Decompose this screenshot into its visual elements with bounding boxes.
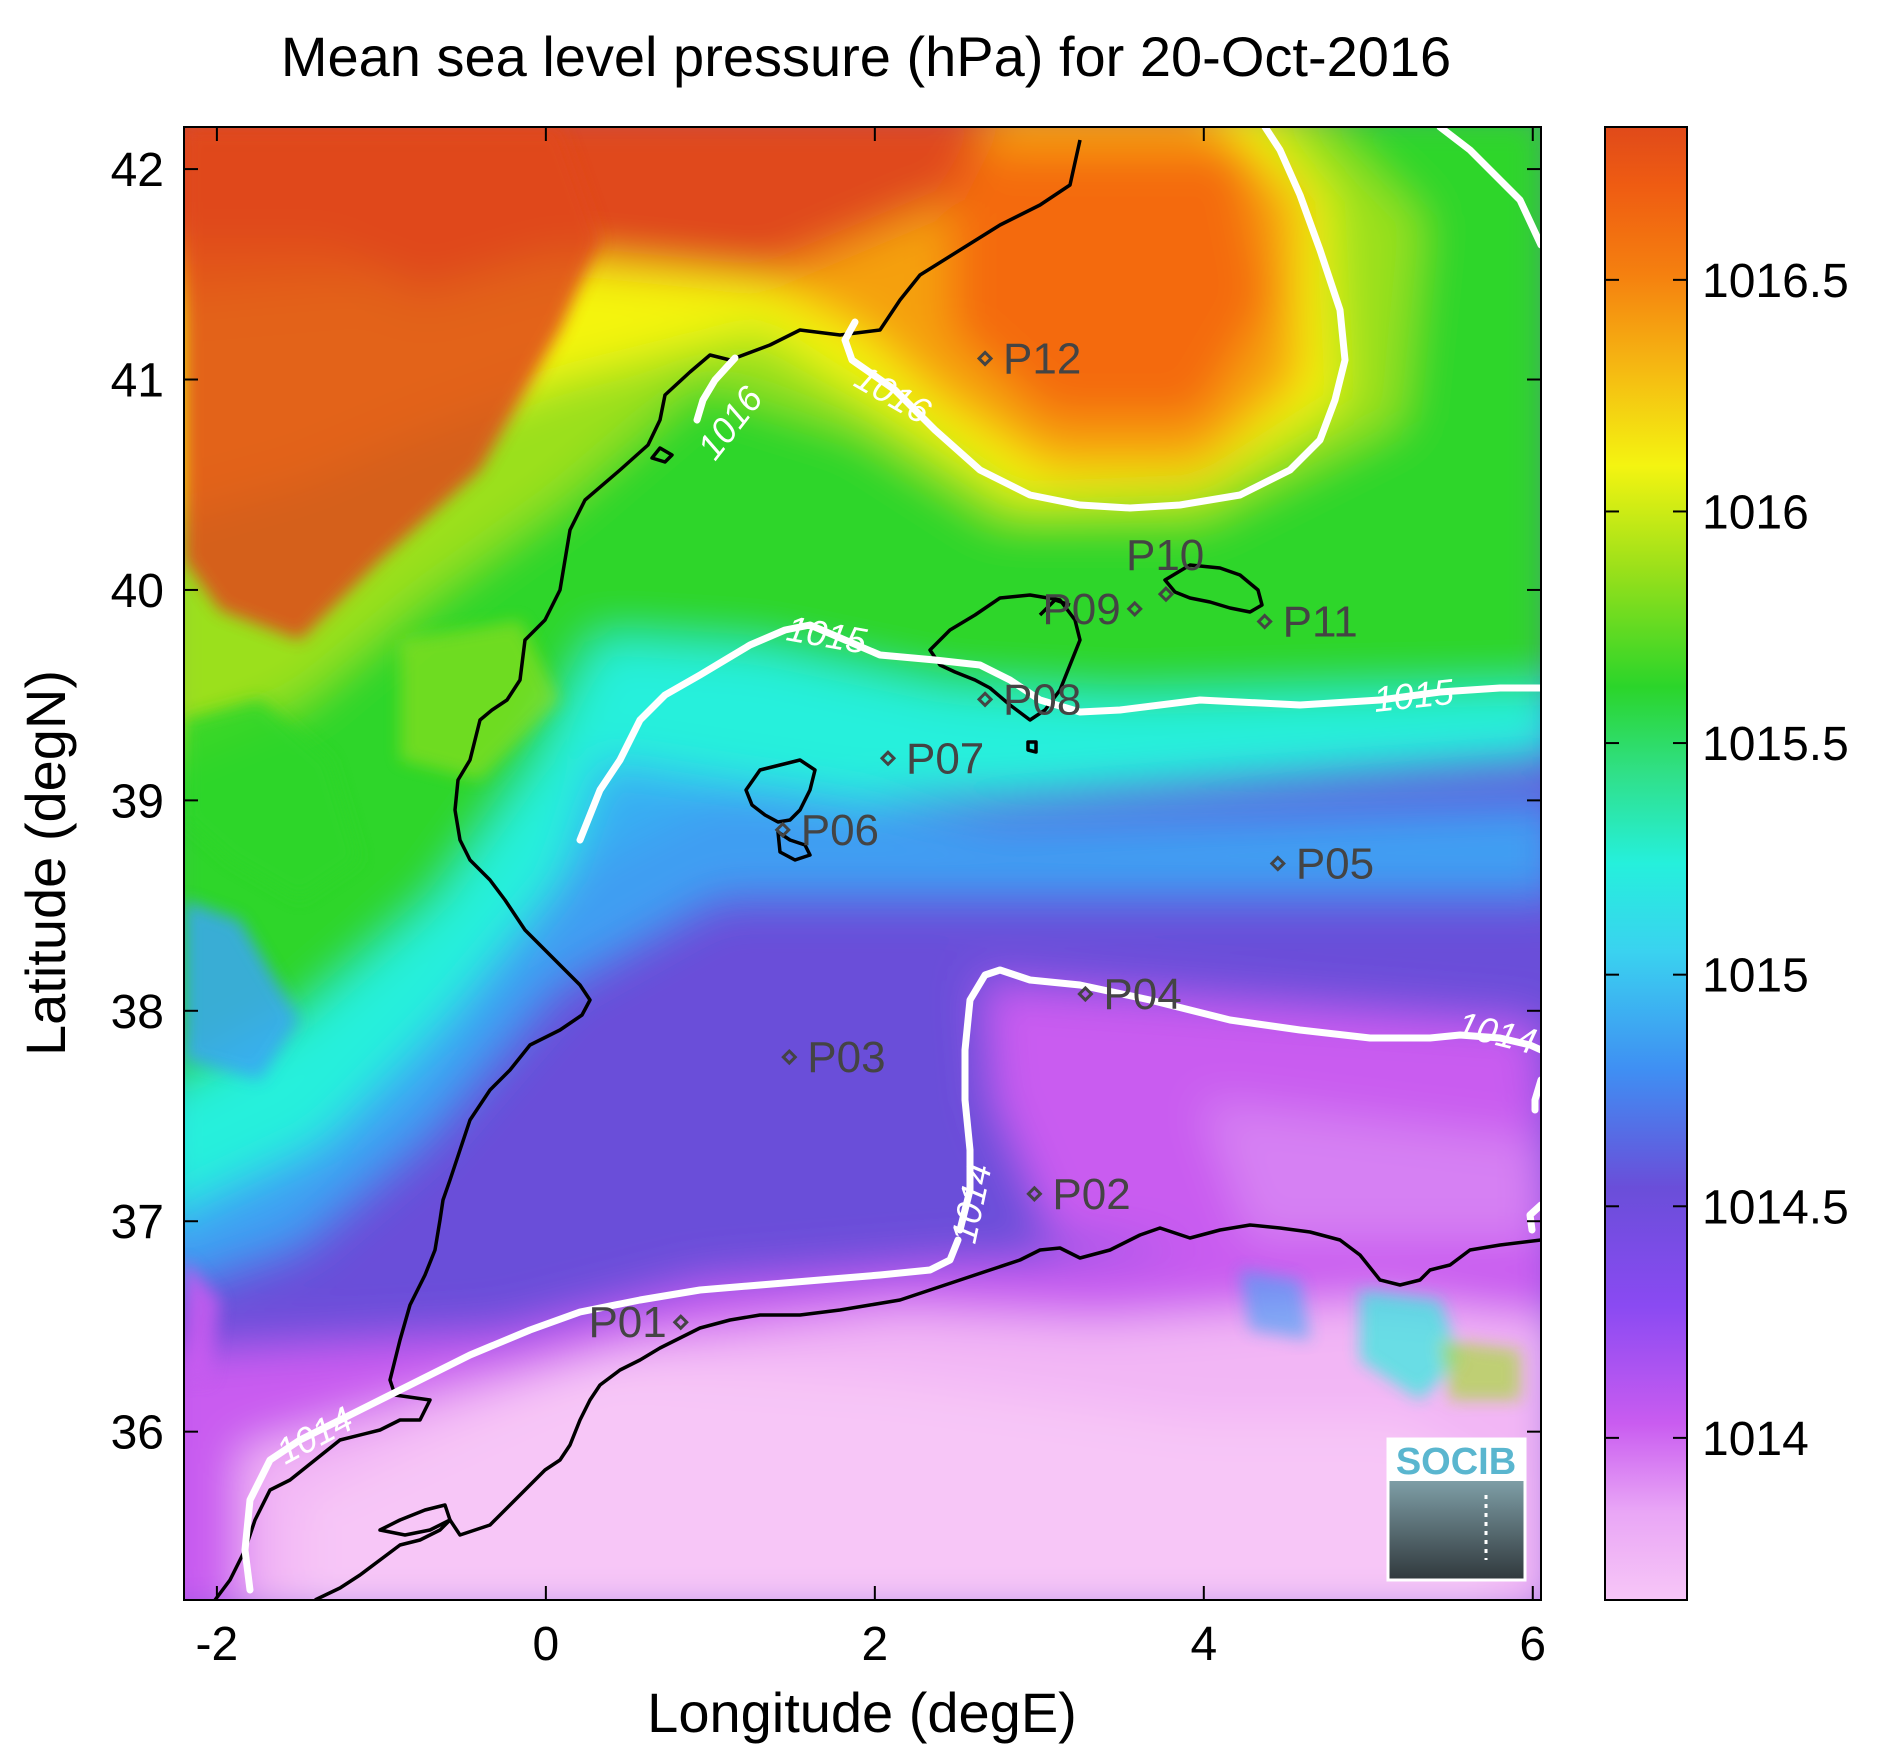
station-marker — [879, 750, 897, 767]
x-tick-label: 4 — [1190, 1618, 1217, 1671]
x-tick-label: 0 — [533, 1618, 560, 1671]
x-tick-label: 2 — [861, 1618, 888, 1671]
colorbar-ticks: 1014 1014.5 1015 1015.5 1016 1016.5 — [1605, 255, 1849, 1466]
y-tick-label: 37 — [111, 1196, 164, 1249]
station-marker — [1026, 1185, 1043, 1202]
colorbar — [1604, 126, 1688, 1601]
colorbar-tick-label: 1016.5 — [1702, 255, 1849, 308]
station-marker — [774, 821, 791, 838]
station-label: P10 — [1126, 531, 1204, 580]
chart-title: Mean sea level pressure (hPa) for 20-Oct… — [281, 25, 1451, 88]
plot-frame — [183, 126, 1542, 1601]
colorbar-tick-label: 1014 — [1702, 1413, 1809, 1466]
contour-1014-south — [241, 1236, 962, 1594]
colorbar-tick-label: 1015.5 — [1702, 718, 1849, 771]
station-marker — [781, 1048, 798, 1066]
y-axis: 36 37 38 39 40 41 42 — [111, 144, 1541, 1460]
colorbar-tick-label: 1015 — [1702, 950, 1809, 1003]
contour-1015 — [576, 621, 1541, 844]
station-marker — [1126, 600, 1143, 618]
y-tick-label: 39 — [111, 775, 164, 828]
station-marker — [976, 691, 994, 708]
y-tick-label: 36 — [111, 1407, 164, 1460]
contour-1014-east — [956, 966, 1541, 1234]
station-label: P05 — [1296, 840, 1374, 889]
contour-label: 1015 — [1372, 671, 1457, 720]
station-label: P07 — [906, 734, 984, 783]
station-label: P11 — [1283, 598, 1358, 647]
x-axis-label: Longitude (degE) — [647, 1681, 1077, 1744]
x-tick-label: 6 — [1519, 1618, 1546, 1671]
station-marker — [1256, 613, 1273, 630]
station-label: P12 — [1003, 334, 1081, 383]
station-label: P09 — [1042, 585, 1120, 634]
y-tick-label: 42 — [111, 144, 164, 197]
colorbar-tick-label: 1016 — [1702, 486, 1809, 539]
station-marker — [1269, 855, 1286, 872]
y-axis-label: Latitude (degN) — [14, 670, 77, 1056]
station-marker — [976, 350, 994, 367]
station-label: P08 — [1003, 675, 1081, 724]
contour-1014-edge — [1531, 1076, 1541, 1114]
logo-text: SOCIB — [1396, 1441, 1516, 1483]
station-marker — [672, 1314, 689, 1331]
y-tick-label: 40 — [111, 565, 164, 618]
coastline — [213, 139, 1541, 1600]
x-tick-label: -2 — [196, 1618, 239, 1671]
contour-1014-se — [1526, 1201, 1541, 1234]
y-tick-label: 38 — [111, 986, 164, 1039]
contour-lines — [241, 127, 1541, 1594]
station-label: P03 — [807, 1033, 885, 1082]
contour-1016-west — [693, 354, 739, 424]
contour-1016-ne — [1436, 127, 1541, 249]
station-label: P02 — [1052, 1170, 1130, 1219]
station-label: P06 — [801, 806, 879, 855]
station-label: P04 — [1103, 970, 1181, 1019]
pressure-field: 1014 1014 1014 1015 1015 1016 1016 P01P0… — [184, 127, 1541, 1600]
colorbar-tick-label: 1014.5 — [1702, 1181, 1849, 1234]
y-tick-label: 41 — [111, 355, 164, 408]
station-marker — [1157, 586, 1175, 603]
contour-1016-east — [841, 127, 1349, 512]
x-axis: -2 0 2 4 6 — [196, 127, 1546, 1671]
station-label: P01 — [588, 1298, 666, 1347]
socib-logo: SOCIB — [1386, 1437, 1527, 1582]
station-marker — [1077, 985, 1094, 1003]
